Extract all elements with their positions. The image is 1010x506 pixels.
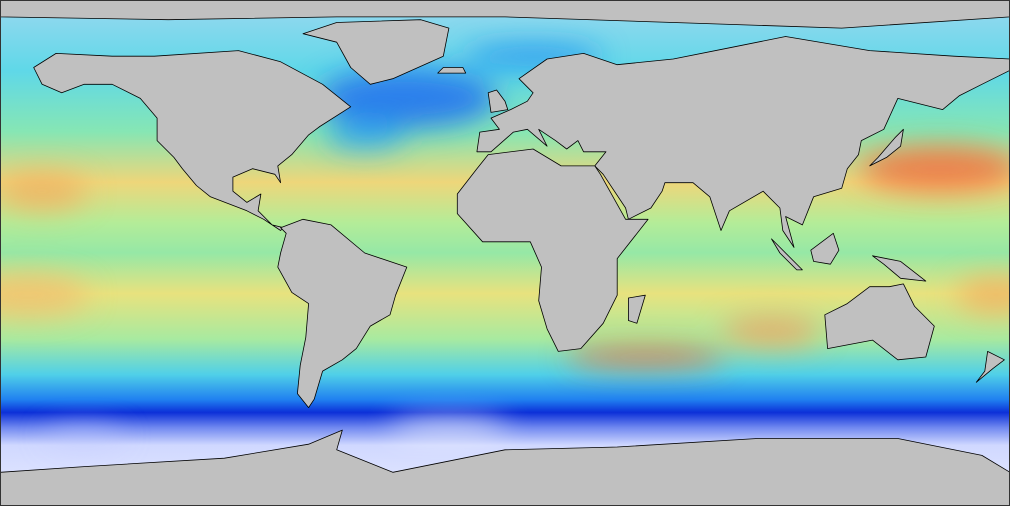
south-america <box>277 218 408 409</box>
ocean-patch <box>955 277 1010 314</box>
arctic <box>0 0 1010 29</box>
australia <box>824 283 935 361</box>
ocean-patch <box>0 173 88 210</box>
greenland <box>302 19 450 85</box>
north-america <box>33 50 352 231</box>
ocean-patch <box>0 275 89 316</box>
africa <box>456 148 649 352</box>
ocean-patch <box>388 419 509 436</box>
new-zealand <box>975 350 1005 383</box>
ocean-patches <box>0 44 1010 442</box>
ocean-patch <box>565 347 726 368</box>
britain <box>487 89 509 113</box>
madagascar <box>628 294 646 324</box>
japan <box>869 128 904 167</box>
ocean-patch <box>324 120 405 149</box>
sumatra <box>771 238 803 271</box>
ocean-patch <box>859 146 1010 191</box>
antarctica <box>0 429 1010 506</box>
ocean-patch <box>44 429 125 442</box>
new-guinea <box>872 255 927 282</box>
iceland <box>437 67 467 74</box>
ocean-patch <box>316 68 497 129</box>
eurasia <box>476 36 1010 248</box>
ocean-patch <box>721 317 822 346</box>
borneo <box>810 232 840 265</box>
